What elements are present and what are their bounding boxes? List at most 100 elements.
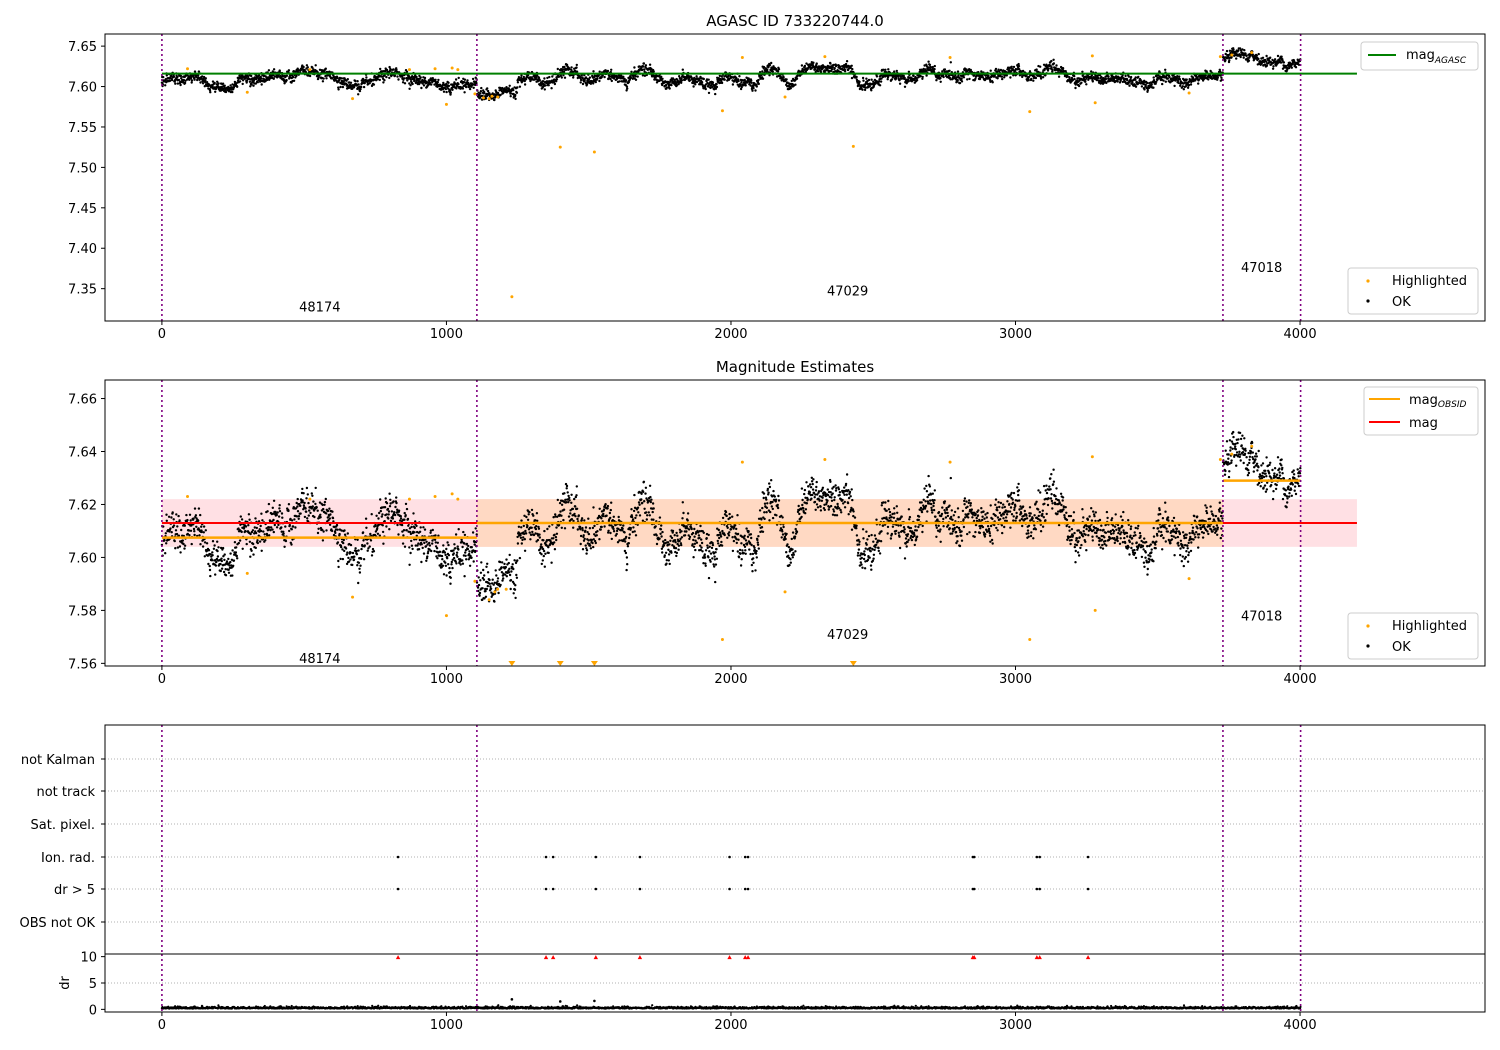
ok-point [543,565,546,568]
ok-point [566,491,569,494]
ok-point [1024,75,1028,78]
ok-point [508,84,511,88]
ok-point [392,500,395,503]
ok-point [1041,76,1045,79]
ok-point [512,88,515,92]
ok-point [403,545,407,548]
ok-point [308,74,312,78]
ok-point [179,83,182,87]
ok-point [349,558,352,561]
ok-point [278,507,281,510]
ok-point [606,507,609,510]
ok-point [887,68,890,71]
ok-point [421,546,424,550]
ok-point [541,559,544,562]
ok-point [575,66,578,69]
ok-point [280,512,284,515]
ok-point [560,514,563,517]
ok-point [547,551,550,555]
ok-point [485,587,488,591]
ok-point [622,524,625,527]
ok-point [456,545,459,548]
ok-point [299,512,302,515]
ok-point [816,70,820,73]
ok-point [711,85,714,89]
ok-point [457,76,460,80]
ok-point [1161,82,1164,86]
highlighted-point [308,68,312,72]
ok-point [723,78,726,81]
ok-point [221,546,225,550]
ok-point [294,526,297,529]
ok-point [283,545,286,548]
ok-point [369,539,373,542]
ok-point [584,526,588,529]
ok-point [213,544,216,547]
highlighted-point [1230,53,1234,57]
ok-point [969,68,972,72]
ok-point [517,525,521,528]
ok-point [402,77,406,80]
ok-point [931,65,934,69]
ok-point [285,74,289,78]
ok-point [163,539,166,542]
ok-point [389,68,392,72]
ok-point [559,74,562,77]
ok-point [939,80,942,84]
ok-point [183,547,186,550]
ok-point [259,529,263,533]
ok-point [1090,74,1094,77]
ok-point [360,557,363,560]
ok-point [589,82,593,86]
ok-point [445,82,448,86]
ok-point [480,561,483,564]
y-tick-label: 7.65 [68,40,97,55]
ok-point [1050,66,1053,69]
ok-point [319,513,322,516]
ok-point [883,75,887,78]
ok-point [449,91,452,95]
ok-point [311,66,314,69]
ok-point [737,79,740,83]
ok-point [572,526,575,529]
ok-point [189,519,192,522]
ok-point [1207,78,1210,81]
ok-point [794,83,797,86]
ok-point [596,77,599,80]
ok-point [515,91,519,95]
ok-point [266,510,269,513]
ok-point [165,513,168,516]
ok-point [750,81,753,85]
ok-point [530,508,534,512]
ok-point [903,85,907,89]
x-tick-label: 0 [158,327,166,342]
ok-point [211,80,215,83]
ok-point [213,81,216,85]
ok-point [202,531,205,534]
ok-point [704,87,707,91]
ok-point [555,532,559,535]
ok-point [878,80,881,83]
ok-point [569,512,572,515]
ok-point [581,548,585,551]
ok-point [508,567,511,570]
ok-point [501,579,504,582]
ok-point [514,97,517,101]
ok-point [570,518,574,521]
ok-point [1146,88,1150,92]
ok-point [240,530,243,534]
ok-point [782,76,785,79]
ok-point [921,77,924,81]
ok-point [414,81,417,85]
ok-point [1055,64,1058,67]
ok-point [500,566,503,569]
ok-point [202,77,205,81]
ok-point [886,78,889,81]
ok-point [419,526,422,529]
ok-point [1131,81,1134,84]
ok-point [577,514,580,517]
ok-point [789,87,792,90]
ok-point [177,78,181,82]
ok-point [232,564,235,567]
